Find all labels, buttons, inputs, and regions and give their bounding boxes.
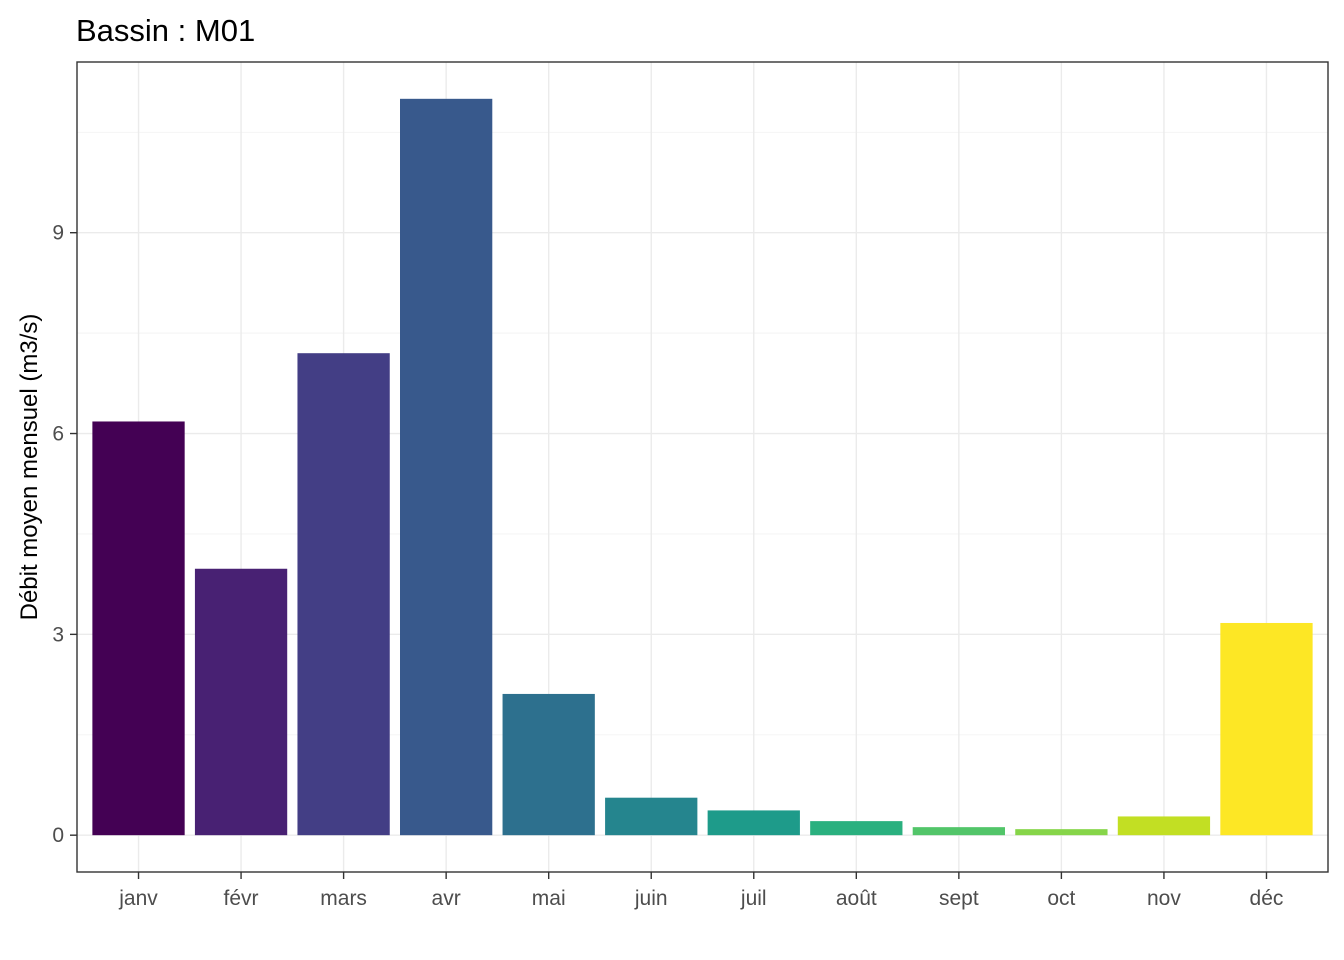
y-tick-label: 9 xyxy=(52,222,64,245)
bar-janv xyxy=(92,421,185,836)
x-tick-label: mai xyxy=(532,887,566,910)
bar-sept xyxy=(912,827,1005,836)
bar-oct xyxy=(1015,829,1108,836)
bar-juil xyxy=(707,810,800,836)
y-axis-title: Débit moyen mensuel (m3/s) xyxy=(16,314,43,621)
bars xyxy=(92,98,1313,836)
x-tick-label: avr xyxy=(432,887,461,910)
x-tick-label: févr xyxy=(224,887,259,910)
y-tick-label: 0 xyxy=(52,824,64,847)
bar-déc xyxy=(1220,622,1313,836)
bar-mars xyxy=(297,353,390,836)
y-tick-label: 6 xyxy=(52,423,64,446)
bar-mai xyxy=(502,693,595,836)
bar-août xyxy=(810,821,903,836)
bar-févr xyxy=(194,568,288,836)
x-tick-label: déc xyxy=(1250,887,1284,910)
x-tick-label: nov xyxy=(1147,887,1181,910)
chart-title: Bassin : M01 xyxy=(76,13,255,48)
x-axis: janv févr mars avr mai juin juil août sept oct nov… xyxy=(118,872,1283,910)
bar-juin xyxy=(605,797,698,836)
x-tick-label: juil xyxy=(740,887,767,910)
bar-avr xyxy=(400,98,493,836)
x-tick-label: juin xyxy=(634,887,668,910)
y-axis: 0 3 6 9 xyxy=(52,222,77,847)
x-tick-label: janv xyxy=(118,887,158,910)
y-tick-label: 3 xyxy=(52,623,64,646)
panel-border xyxy=(76,61,1329,873)
bar-nov xyxy=(1117,816,1211,836)
x-tick-label: mars xyxy=(320,887,367,910)
x-tick-label: sept xyxy=(939,887,979,910)
x-tick-label: août xyxy=(836,887,877,910)
x-tick-label: oct xyxy=(1047,887,1075,910)
